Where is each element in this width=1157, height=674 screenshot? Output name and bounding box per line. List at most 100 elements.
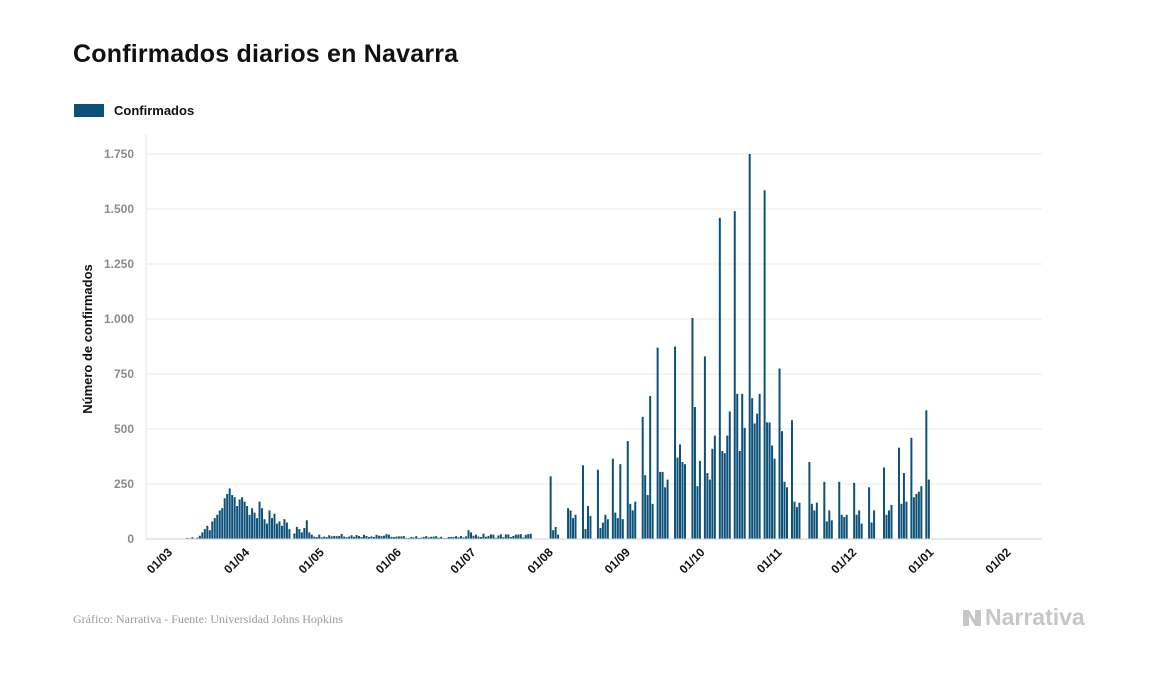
bar (629, 503, 632, 539)
bar (333, 535, 336, 539)
bar (581, 465, 584, 539)
bar (723, 453, 726, 539)
bar (410, 537, 413, 539)
bar (586, 506, 589, 539)
bar (330, 536, 333, 539)
bar (385, 534, 388, 539)
bar (696, 486, 699, 539)
bar (691, 317, 694, 539)
bar (870, 522, 873, 539)
bar (457, 537, 460, 539)
bar (499, 534, 502, 539)
bar (795, 507, 798, 539)
x-tick-label: 01/04 (221, 545, 252, 576)
bar (703, 356, 706, 539)
brand-name: Narrativa (985, 604, 1085, 630)
bar (198, 535, 201, 539)
bar (679, 444, 682, 539)
brand-logo: Narrativa (962, 604, 1085, 631)
bar (883, 467, 886, 539)
bar (554, 526, 557, 539)
bar (606, 519, 609, 539)
bar (484, 536, 487, 539)
bar (524, 534, 527, 539)
bar (191, 537, 194, 539)
bar (216, 514, 219, 539)
bar (766, 422, 769, 539)
bar (494, 537, 497, 539)
x-tick-label: 01/01 (905, 545, 936, 576)
bar (196, 537, 199, 539)
bar (211, 521, 214, 539)
x-tick-label: 01/06 (373, 545, 404, 576)
bar (666, 479, 669, 539)
bar (390, 536, 393, 539)
bar (504, 534, 507, 539)
bar (868, 487, 871, 539)
bar (325, 537, 328, 539)
bar (440, 536, 443, 539)
bar (825, 521, 828, 539)
bar (430, 536, 433, 539)
bar (626, 441, 629, 539)
bar (275, 523, 278, 539)
bar (370, 536, 373, 539)
bar (843, 517, 846, 539)
bar (479, 537, 482, 539)
y-tick-label: 1.000 (104, 312, 134, 326)
bar (631, 510, 634, 539)
bar (278, 521, 281, 539)
bar (507, 534, 510, 539)
bar (614, 512, 617, 539)
bar (738, 451, 741, 539)
bar (549, 476, 552, 539)
bar (300, 532, 303, 539)
x-tick-label: 01/09 (602, 545, 633, 576)
bar (465, 536, 468, 539)
bar (676, 457, 679, 539)
bar (355, 535, 358, 539)
bar (318, 534, 321, 539)
bar (243, 501, 246, 539)
bar (596, 469, 599, 539)
bar (798, 502, 801, 539)
bar (917, 491, 920, 539)
bar (813, 510, 816, 539)
bar (726, 435, 729, 539)
bar (768, 422, 771, 539)
bar (793, 501, 796, 539)
legend-swatch (74, 104, 104, 117)
bar (512, 535, 515, 539)
x-tick-label: 01/05 (296, 545, 327, 576)
bar (721, 451, 724, 539)
bar (644, 475, 647, 539)
y-tick-label: 1.750 (104, 147, 134, 161)
bar (395, 536, 398, 539)
bar (266, 523, 269, 539)
bar (815, 502, 818, 539)
bar (517, 534, 520, 539)
x-tick-label: 01/12 (828, 545, 859, 576)
bar (771, 445, 774, 539)
bar (492, 534, 495, 539)
bar (462, 537, 465, 539)
bar (604, 514, 607, 539)
bar (241, 497, 244, 539)
bar (763, 190, 766, 540)
bar (522, 537, 525, 539)
bar (927, 479, 930, 539)
bar (375, 534, 378, 539)
bar (455, 536, 458, 539)
bar (226, 493, 229, 539)
bar (823, 481, 826, 539)
bar (338, 535, 341, 539)
bar (437, 537, 440, 539)
bar (557, 534, 560, 539)
bar (470, 532, 473, 539)
bar (497, 535, 500, 539)
bar (910, 437, 913, 539)
bar (706, 473, 709, 539)
bar (646, 495, 649, 539)
bar (743, 427, 746, 539)
bar (828, 510, 831, 539)
